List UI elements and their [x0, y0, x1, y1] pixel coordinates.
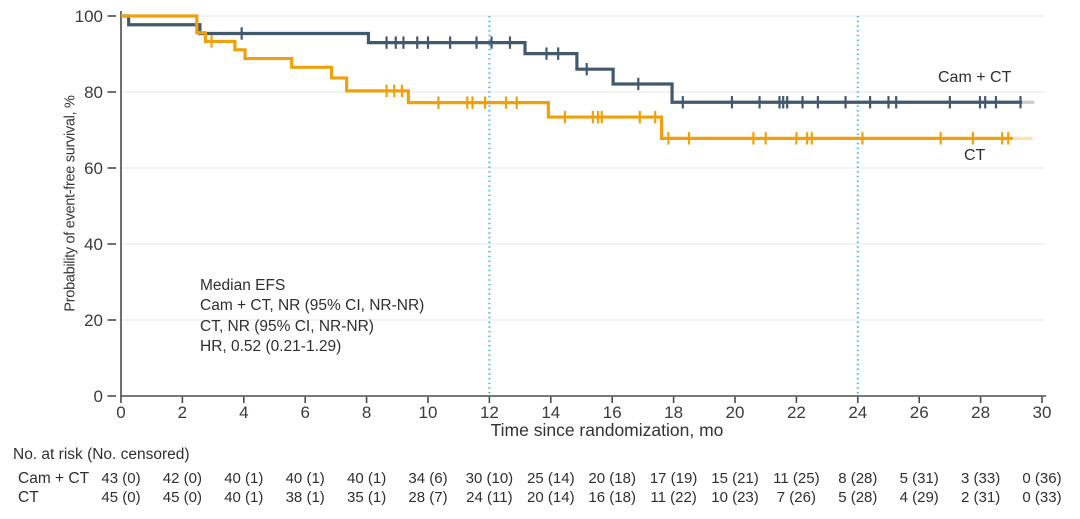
risk-cell-cam-ct-30mo: 0 (36): [1022, 470, 1062, 487]
risk-cell-cam-ct-20mo: 15 (21): [711, 470, 759, 487]
risk-cell-cam-ct-18mo: 17 (19): [649, 470, 698, 487]
risk-cell-ct-2mo: 45 (0): [162, 489, 202, 506]
x-tick-label: 10: [419, 403, 438, 422]
risk-cell-cam-ct-10mo: 34 (6): [408, 470, 448, 487]
x-tick-label: 28: [971, 403, 990, 422]
risk-cell-cam-ct-14mo: 25 (14): [527, 470, 575, 487]
risk-cell-ct-10mo: 28 (7): [408, 489, 448, 506]
risk-cell-cam-ct-24mo: 8 (28): [838, 470, 878, 487]
survival-curve-cam-ct: [121, 14, 1023, 104]
x-tick-label: 30: [1033, 403, 1052, 422]
x-axis-title: Time since randomization, mo: [490, 420, 724, 440]
risk-cell-ct-14mo: 20 (14): [527, 489, 575, 506]
x-tick-label: 8: [362, 403, 371, 422]
annotation-line-cam-ct: Cam + CT, NR (95% CI, NR-NR): [200, 297, 425, 315]
risk-cell-ct-8mo: 35 (1): [347, 489, 387, 506]
risk-cell-cam-ct-22mo: 11 (25): [773, 470, 820, 487]
risk-cell-cam-ct-2mo: 42 (0): [162, 470, 202, 487]
risk-cell-ct-22mo: 7 (26): [776, 489, 816, 506]
x-tick-label: 2: [178, 403, 187, 422]
risk-cell-ct-26mo: 4 (29): [899, 489, 939, 506]
curve-label-ct: CT: [964, 147, 986, 164]
x-tick-label: 20: [726, 403, 745, 422]
risk-cell-cam-ct-0mo: 43 (0): [101, 470, 141, 487]
survival-curves: [121, 14, 1035, 145]
y-tick-label: 40: [84, 235, 103, 254]
y-tick-label: 80: [84, 83, 103, 102]
risk-cell-cam-ct-26mo: 5 (31): [899, 470, 939, 487]
annotation-line-hr: HR, 0.52 (0.21-1.29): [200, 337, 342, 355]
risk-cell-cam-ct-4mo: 40 (1): [224, 470, 264, 487]
risk-cell-cam-ct-16mo: 20 (18): [588, 470, 636, 487]
risk-cell-cam-ct-28mo: 3 (33): [961, 470, 1001, 487]
x-tick-label: 0: [116, 403, 125, 422]
gridlines: [121, 15, 1045, 321]
x-tick-label: 16: [603, 403, 622, 422]
x-tick-label: 24: [848, 403, 867, 422]
reference-lines: [488, 16, 859, 396]
risk-cell-ct-20mo: 10 (23): [711, 489, 759, 506]
y-tick-label: 0: [94, 387, 103, 406]
median-efs-annotation: Median EFS Cam + CT, NR (95% CI, NR-NR) …: [200, 276, 424, 357]
risk-cell-ct-28mo: 2 (31): [961, 489, 1001, 506]
risk-cell-ct-4mo: 40 (1): [224, 489, 264, 506]
x-tick-label: 4: [239, 403, 248, 422]
risk-cell-ct-6mo: 38 (1): [285, 489, 325, 506]
y-tick-label: 100: [75, 7, 103, 26]
risk-cell-cam-ct-6mo: 40 (1): [285, 470, 325, 487]
x-tick-label: 14: [541, 403, 560, 422]
x-tick-label: 18: [664, 403, 683, 422]
annotation-line-median-efs: Median EFS: [200, 277, 286, 294]
risk-table-title: No. at risk (No. censored): [13, 446, 190, 463]
risk-cell-ct-0mo: 45 (0): [101, 489, 141, 506]
risk-cell-cam-ct-12mo: 30 (10): [465, 470, 514, 487]
x-tick-label: 6: [300, 403, 309, 422]
risk-cell-ct-18mo: 11 (22): [650, 489, 697, 506]
risk-cell-ct-12mo: 24 (11): [466, 489, 513, 506]
risk-row-label-ct: CT: [18, 489, 39, 506]
y-axis-title: Probability of event-free survival, %: [62, 95, 79, 312]
y-tick-label: 20: [84, 311, 103, 330]
risk-cell-ct-30mo: 0 (33): [1022, 489, 1062, 506]
risk-row-label-cam-ct: Cam + CT: [18, 470, 90, 487]
x-tick-label: 26: [910, 403, 929, 422]
survival-curve-ct: [121, 14, 1013, 140]
x-tick-label: 22: [787, 403, 806, 422]
curve-label-cam-ct: Cam + CT: [938, 69, 1012, 86]
y-tick-label: 60: [84, 159, 103, 178]
risk-cell-ct-16mo: 16 (18): [588, 489, 636, 506]
annotation-line-ct: CT, NR (95% CI, NR-NR): [200, 317, 374, 335]
risk-cell-ct-24mo: 5 (28): [838, 489, 878, 506]
risk-cell-cam-ct-8mo: 40 (1): [347, 470, 387, 487]
x-tick-label: 12: [480, 403, 499, 422]
